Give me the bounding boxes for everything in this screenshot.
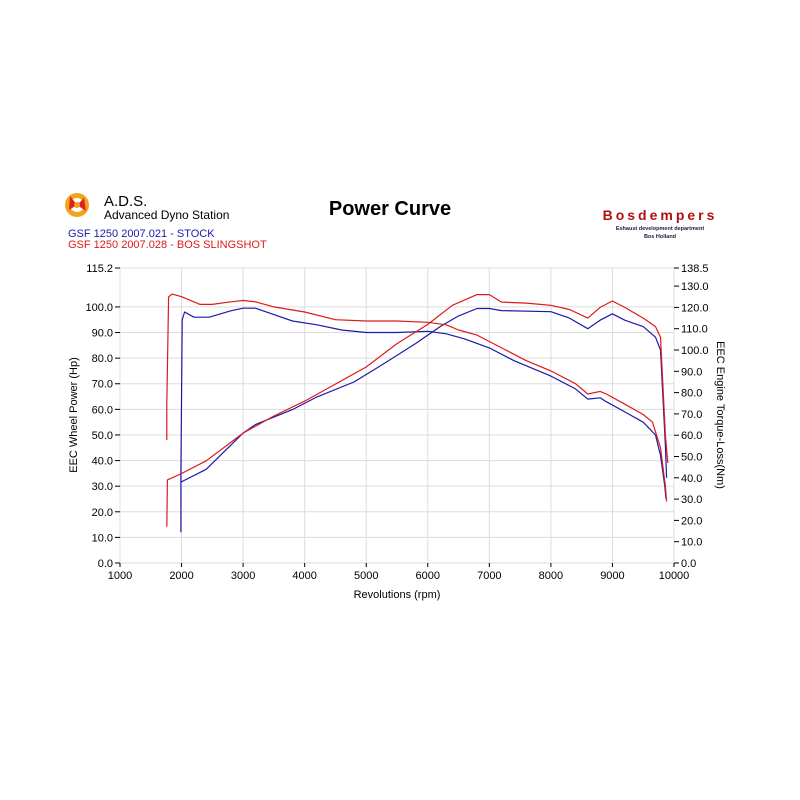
y-axis-left-ticks: 0.0 10.0 20.0 30.0 40.0 50.0 60.0 70.0 80.0 90.0 1… (85, 263, 120, 570)
x-tick-label: 3000 (231, 570, 255, 582)
y-right-tick-label: 90.0 (681, 366, 702, 378)
y-right-tick-label: 70.0 (681, 409, 702, 421)
y-axis-right-label: EEC Engine Torque-Loss(Nm) (714, 341, 726, 489)
y-left-tick-label: 90.0 (92, 328, 113, 340)
y-left-tick-label: 115.2 (86, 263, 113, 275)
y-left-tick-label: 0.0 (98, 558, 113, 570)
x-tick-label: 7000 (477, 570, 501, 582)
x-tick-label: 5000 (354, 570, 378, 582)
ads-logo-icon (65, 193, 89, 217)
series-1-torque-line (166, 294, 669, 527)
y-right-tick-label: 110.0 (681, 324, 708, 336)
y-right-tick-label: 120.0 (681, 302, 709, 314)
partner-location: Bos Holland (644, 234, 676, 240)
y-right-tick-label: 130.0 (681, 281, 709, 293)
y-axis-right-ticks: 0.0 10.0 20.0 30.0 40.0 50.0 60.0 70.0 80.0 90.0 1… (674, 263, 709, 570)
y-left-tick-label: 100.0 (85, 302, 113, 314)
x-tick-label: 6000 (416, 570, 440, 582)
y-left-tick-label: 60.0 (92, 404, 113, 416)
series-0-power-line (180, 307, 667, 533)
x-tick-label: 10000 (659, 570, 690, 582)
x-tick-label: 1000 (108, 570, 132, 582)
legend-entry-stock: GSF 1250 2007.021 - STOCK (68, 228, 215, 240)
y-right-tick-label: 100.0 (681, 345, 709, 357)
brand-subtitle: Advanced Dyno Station (104, 208, 229, 222)
y-right-tick-label: 138.5 (681, 263, 709, 275)
y-right-tick-label: 0.0 (681, 558, 696, 570)
series-0-torque-line (180, 307, 668, 483)
y-right-tick-label: 80.0 (681, 388, 702, 400)
y-left-tick-label: 10.0 (92, 532, 113, 544)
partner-name: Bosdempers (603, 207, 718, 223)
y-axis-left-label: EEC Wheel Power (Hp) (68, 357, 80, 473)
series-1-power-line (166, 293, 668, 502)
y-right-tick-label: 50.0 (681, 452, 702, 464)
y-left-tick-label: 40.0 (92, 456, 113, 468)
partner-subtitle: Exhaust development department (616, 226, 704, 232)
y-left-tick-label: 30.0 (92, 481, 113, 493)
legend-entry-slingshot: GSF 1250 2007.028 - BOS SLINGSHOT (68, 239, 267, 251)
chart-title: Power Curve (329, 198, 451, 220)
grid-lines (119, 267, 675, 564)
x-axis-ticks: 1000 2000 3000 4000 5000 6000 7000 8000 9000 1000… (108, 563, 690, 582)
y-right-tick-label: 60.0 (681, 430, 702, 442)
series-lines (166, 293, 669, 533)
x-tick-label: 8000 (539, 570, 563, 582)
y-left-tick-label: 50.0 (92, 430, 113, 442)
x-tick-label: 9000 (600, 570, 624, 582)
plot-frame (119, 267, 675, 564)
y-left-tick-label: 70.0 (92, 379, 113, 391)
brand-name: A.D.S. (104, 193, 147, 210)
y-right-tick-label: 20.0 (681, 515, 702, 527)
y-left-tick-label: 20.0 (92, 507, 113, 519)
x-axis-label: Revolutions (rpm) (354, 589, 441, 601)
y-right-tick-label: 30.0 (681, 494, 702, 506)
x-tick-label: 2000 (169, 570, 193, 582)
y-right-tick-label: 40.0 (681, 473, 702, 485)
y-left-tick-label: 80.0 (92, 353, 113, 365)
y-right-tick-label: 10.0 (681, 537, 702, 549)
x-tick-label: 4000 (292, 570, 316, 582)
